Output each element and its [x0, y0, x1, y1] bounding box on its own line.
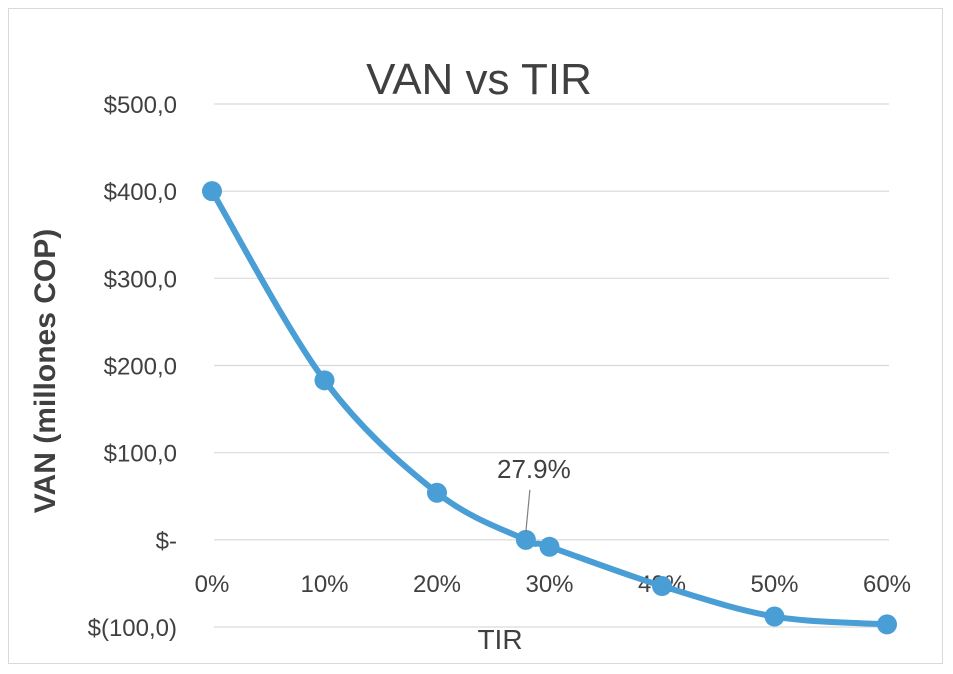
- x-tick-label: 30%: [525, 571, 573, 598]
- annotation-label: 27.9%: [497, 454, 571, 484]
- y-tick-label: $100,0: [104, 441, 177, 468]
- van-curve: [209, 188, 890, 628]
- x-tick-label: 10%: [300, 571, 348, 598]
- y-tick-label: $200,0: [104, 354, 177, 381]
- data-point: [652, 576, 672, 597]
- x-tick-label: 50%: [750, 571, 798, 598]
- data-point: [877, 614, 897, 635]
- y-axis-label: VAN (millones COP): [29, 229, 62, 513]
- x-tick-label: 0%: [195, 571, 230, 598]
- y-tick-label: $-: [156, 528, 177, 555]
- data-point: [515, 529, 536, 550]
- data-point: [764, 606, 785, 627]
- data-points: [202, 181, 897, 635]
- y-tick-label: $300,0: [104, 266, 177, 293]
- chart-frame: VAN vs TIR VAN (millones COP) TIR $500,0…: [8, 8, 943, 664]
- data-point: [202, 181, 222, 202]
- x-tick-labels: 0%10%20%30%40%50%60%: [195, 571, 911, 598]
- x-tick-label: 20%: [413, 571, 461, 598]
- y-tick-labels: $500,0 $400,0 $300,0 $200,0 $100,0 $- $(100,0): [88, 92, 177, 642]
- van-vs-tir-chart: VAN vs TIR VAN (millones COP) TIR $500,0…: [29, 55, 911, 655]
- x-axis-label: TIR: [477, 624, 522, 655]
- y-tick-label: $400,0: [104, 179, 177, 206]
- annotation-leader-line: [525, 489, 531, 532]
- x-tick-label: 60%: [863, 571, 911, 598]
- data-point: [314, 370, 335, 391]
- y-tick-label: $500,0: [104, 92, 177, 119]
- y-tick-label: $(100,0): [88, 615, 177, 642]
- data-point: [427, 482, 447, 503]
- data-point: [539, 536, 560, 557]
- chart-title: VAN vs TIR: [366, 55, 592, 104]
